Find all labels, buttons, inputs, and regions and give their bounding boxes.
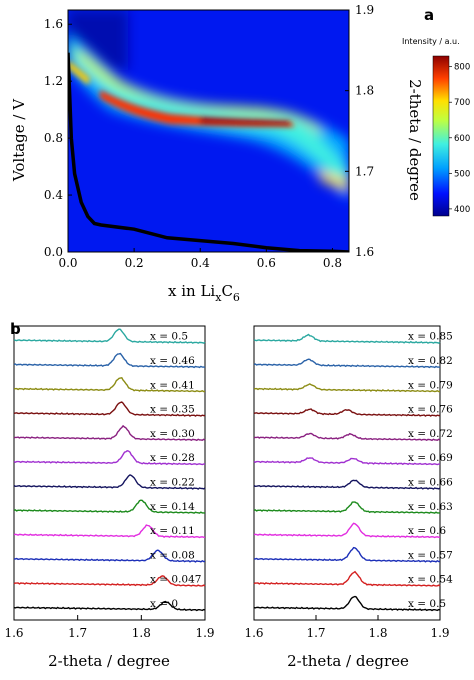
panel-b-left-xlabel: 2-theta / degree — [48, 652, 170, 670]
a-ytick-label: 1.6 — [44, 17, 63, 31]
a-y2tick-label: 1.9 — [355, 3, 374, 17]
stack-trace — [13, 424, 206, 442]
panel-a-ylabel-left: Voltage / V — [10, 98, 28, 182]
stack-trace-label: x = 0.82 — [408, 355, 453, 367]
stack-trace — [253, 595, 441, 612]
stack-trace-label: x = 0.79 — [408, 379, 453, 391]
stack-trace-label: x = 0.66 — [408, 477, 453, 489]
b-xtick-label: 1.8 — [132, 626, 151, 640]
b-xtick-label: 1.7 — [306, 626, 325, 640]
stack-trace-label: x = 0.76 — [408, 404, 453, 416]
stack-trace-label: x = 0.6 — [408, 525, 446, 537]
cb-tick-label: 500 — [454, 169, 470, 179]
cb-tick-label: 700 — [454, 98, 470, 108]
stack-trace-label: x = 0.85 — [408, 331, 453, 343]
stack-trace-label: x = 0.72 — [408, 428, 453, 440]
stack-trace — [13, 377, 205, 393]
stack-trace-label: x = 0.63 — [408, 501, 453, 513]
b-xtick-label: 1.9 — [430, 626, 449, 640]
panel-a-xlabel: x in LixC6 — [168, 282, 240, 304]
a-ytick-label: 0.0 — [44, 245, 63, 259]
a-y2tick-label: 1.6 — [355, 245, 374, 259]
panel-b-right: x = 0.5 x = 0.54 x = 0.57 x = 0.6 x = 0.63 x … — [244, 325, 453, 640]
stack-trace — [253, 501, 441, 514]
stack-trace-label: x = 0.14 — [150, 501, 195, 513]
stack-trace-label: x = 0.41 — [150, 379, 195, 391]
stack-trace-label: x = 0.46 — [150, 355, 195, 367]
stack-trace — [13, 600, 206, 612]
stack-trace — [253, 570, 441, 587]
stack-trace — [253, 546, 440, 563]
a-xtick-label: 0.4 — [191, 256, 210, 270]
a-ytick-label: 1.2 — [44, 74, 63, 88]
a-ytick-label: 0.4 — [44, 188, 63, 202]
stack-trace-label: x = 0.5 — [408, 598, 446, 610]
colorbar-label: Intensity / a.u. — [402, 37, 460, 46]
cb-tick-label: 400 — [454, 205, 470, 215]
stack-trace — [13, 328, 206, 344]
panel-b-left: x = 0 x = 0.047 x = 0.08 x = 0.11 x = 0.14 x … — [4, 325, 215, 640]
stack-trace — [253, 408, 441, 417]
stack-trace-label: x = 0.35 — [150, 404, 195, 416]
a-xtick-label: 0.0 — [58, 256, 77, 270]
stack-trace — [13, 499, 206, 514]
a-ytick-label: 0.8 — [44, 131, 63, 145]
stack-trace — [253, 479, 441, 490]
panel-a-axes: 0.0 0.2 0.4 0.6 0.8 0.0 0.4 0.8 1.2 1.6 1.6 1.7 1.… — [44, 3, 374, 270]
a-xtick-label: 0.2 — [125, 256, 144, 270]
stack-trace-label: x = 0.08 — [150, 549, 195, 561]
stack-trace — [253, 358, 441, 369]
panel-a-label: a — [424, 6, 434, 24]
voltage-curve — [68, 52, 349, 252]
panel-b-right-xlabel: 2-theta / degree — [287, 652, 409, 670]
stack-trace — [13, 575, 206, 587]
stack-trace — [253, 457, 441, 466]
panel-a-ylabel-right: 2-theta / degree — [406, 79, 424, 201]
b-xtick-label: 1.9 — [195, 626, 214, 640]
stack-trace-label: x = 0.11 — [150, 525, 195, 537]
stack-trace — [13, 401, 206, 417]
b-xtick-label: 1.8 — [368, 626, 387, 640]
cb-tick-label: 600 — [454, 134, 470, 144]
stack-trace — [253, 432, 441, 442]
stack-trace-label: x = 0.69 — [408, 452, 453, 464]
stack-trace — [253, 383, 440, 393]
stack-trace — [13, 352, 206, 369]
stack-trace — [13, 450, 206, 466]
stack-trace-label: x = 0.047 — [150, 574, 201, 586]
cb-tick-label: 800 — [454, 63, 470, 73]
stack-trace-label: x = 0 — [150, 598, 178, 610]
heatmap — [68, 10, 349, 252]
stack-trace-label: x = 0.57 — [408, 549, 453, 561]
a-y2tick-label: 1.7 — [355, 164, 374, 178]
stack-trace-label: x = 0.54 — [408, 574, 453, 586]
stack-trace — [13, 474, 206, 490]
stack-trace — [253, 522, 441, 539]
stack-trace-label: x = 0.22 — [150, 477, 195, 489]
a-xtick-label: 0.6 — [257, 256, 276, 270]
panel-b-label: b — [10, 320, 21, 338]
stack-trace — [253, 333, 441, 344]
b-xtick-label: 1.6 — [4, 626, 23, 640]
stack-trace-label: x = 0.30 — [150, 428, 195, 440]
stack-trace-label: x = 0.5 — [150, 331, 188, 343]
stack-trace — [13, 549, 205, 563]
stack-trace — [13, 524, 206, 539]
colorbar: Intensity / a.u. 400 500 600 700 800 — [402, 37, 470, 217]
a-y2tick-label: 1.8 — [355, 84, 374, 98]
a-xtick-label: 0.8 — [323, 256, 342, 270]
b-xtick-label: 1.6 — [244, 626, 263, 640]
stack-trace-label: x = 0.28 — [150, 452, 195, 464]
b-xtick-label: 1.7 — [68, 626, 87, 640]
